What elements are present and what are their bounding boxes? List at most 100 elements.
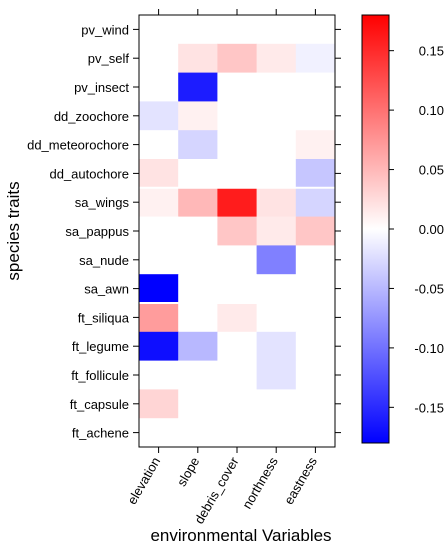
heatmap-cell-pv_self-elevation — [139, 43, 179, 74]
y-tick-label: pv_insect — [74, 80, 129, 95]
heatmap-cell-dd_autochore-debris_cover — [217, 159, 258, 189]
heatmap-cell-dd_zoochore-northness — [256, 101, 297, 131]
heatmap-cell-sa_wings-elevation — [139, 187, 179, 218]
heatmap-cell-pv_self-debris_cover — [217, 43, 258, 74]
heatmap-cell-sa_wings-slope — [178, 187, 218, 218]
y-axis-label: species traits — [4, 181, 23, 280]
heatmap-cell-ft_capsule-debris_cover — [217, 389, 258, 419]
heatmap-cell-ft_achene-debris_cover — [217, 418, 258, 448]
y-tick-label: ft_legume — [72, 339, 129, 354]
heatmap-cell-sa_wings-debris_cover — [217, 187, 258, 218]
y-tick-label: ft_achene — [72, 426, 129, 441]
y-tick-label: dd_autochore — [49, 166, 129, 181]
heatmap-cell-sa_nude-northness — [256, 245, 297, 275]
heatmap-cell-pv_self-slope — [178, 43, 218, 74]
heatmap-cell-dd_autochore-northness — [256, 159, 297, 189]
heatmap-cell-ft_capsule-slope — [178, 389, 218, 419]
heatmap-cell-pv_wind-elevation — [139, 15, 179, 45]
y-tick-label: ft_follicule — [71, 368, 129, 383]
y-tick-label: dd_zoochore — [54, 109, 129, 124]
heatmap-cell-dd_meteorochore-slope — [178, 130, 218, 160]
heatmap-cell-dd_meteorochore-debris_cover — [217, 130, 258, 160]
y-tick-label: ft_capsule — [70, 397, 129, 412]
heatmap-cell-pv_wind-slope — [178, 15, 218, 45]
heatmap-cell-sa_nude-elevation — [139, 245, 179, 275]
heatmap-cell-ft_follicule-slope — [178, 360, 218, 390]
heatmap-cell-ft_legume-slope — [178, 331, 218, 362]
heatmap-cell-ft_legume-northness — [256, 331, 297, 362]
heatmap-cell-sa_awn-northness — [256, 274, 297, 304]
heatmap-cell-dd_zoochore-elevation — [139, 101, 179, 131]
heatmap-cell-ft_siliqua-slope — [178, 303, 218, 333]
heatmap-cell-ft_achene-northness — [256, 418, 297, 448]
colorbar-tick-label: 0.00 — [419, 222, 444, 237]
heatmap-cell-ft_achene-eastness — [295, 418, 336, 448]
y-tick-label: sa_awn — [84, 282, 129, 297]
x-tick-label: eastness — [281, 454, 320, 507]
heatmap-cell-ft_siliqua-eastness — [295, 303, 336, 333]
heatmap-cell-pv_insect-debris_cover — [217, 72, 258, 102]
heatmap-cell-ft_legume-eastness — [295, 331, 336, 362]
heatmap-cell-ft_achene-slope — [178, 418, 218, 448]
heatmap-cell-ft_capsule-elevation — [139, 389, 179, 419]
heatmap-cell-dd_autochore-elevation — [139, 159, 179, 189]
heatmap-cell-sa_awn-eastness — [295, 274, 336, 304]
heatmap-cell-ft_siliqua-debris_cover — [217, 303, 258, 333]
colorbar-tick-label: 0.05 — [419, 163, 444, 178]
heatmap-cell-pv_self-northness — [256, 43, 297, 74]
heatmap-cell-ft_follicule-elevation — [139, 360, 179, 390]
heatmap-cell-pv_wind-eastness — [295, 15, 336, 45]
y-tick-label: sa_pappus — [65, 224, 129, 239]
colorbar-tick-label: -0.15 — [414, 400, 444, 415]
heatmap-cell-sa_awn-debris_cover — [217, 274, 258, 304]
heatmap-cells — [139, 15, 336, 448]
group-separators — [139, 186, 335, 304]
heatmap-cell-ft_legume-debris_cover — [217, 331, 258, 362]
heatmap-cell-sa_pappus-slope — [178, 216, 218, 246]
heatmap-cell-sa_pappus-northness — [256, 216, 297, 246]
x-tick-label: northness — [239, 454, 281, 511]
heatmap-cell-pv_wind-northness — [256, 15, 297, 45]
colorbar-tick-label: -0.05 — [414, 281, 444, 296]
y-tick-label: sa_wings — [75, 195, 130, 210]
heatmap-cell-sa_nude-slope — [178, 245, 218, 275]
x-axis-label: environmental Variables — [150, 526, 331, 545]
colorbar-ticks: 0.15 0.10 0.05 0.00 -0.05 -0.10 -0.15 — [389, 44, 444, 415]
heatmap-cell-sa_pappus-elevation — [139, 216, 179, 246]
heatmap-cell-pv_insect-eastness — [295, 72, 336, 102]
heatmap-cell-dd_zoochore-slope — [178, 101, 218, 131]
heatmap-cell-ft_capsule-northness — [256, 389, 297, 419]
y-tick-label: sa_nude — [79, 253, 129, 268]
y-tick-label: dd_meteorochore — [27, 138, 129, 153]
colorbar-tick-label: -0.10 — [414, 341, 444, 356]
colorbar-tick-label: 0.15 — [419, 44, 444, 59]
heatmap-cell-pv_insect-slope — [178, 72, 218, 102]
heatmap-cell-dd_meteorochore-eastness — [295, 130, 336, 160]
heatmap-cell-dd_meteorochore-elevation — [139, 130, 179, 160]
colorbar-tick-label: 0.10 — [419, 103, 444, 118]
heatmap-cell-sa_nude-debris_cover — [217, 245, 258, 275]
heatmap-cell-ft_follicule-northness — [256, 360, 297, 390]
y-tick-label: pv_wind — [81, 22, 129, 37]
heatmap-cell-dd_meteorochore-northness — [256, 130, 297, 160]
heatmap-cell-dd_zoochore-debris_cover — [217, 101, 258, 131]
x-tick-label: slope — [174, 454, 203, 488]
heatmap-cell-ft_follicule-debris_cover — [217, 360, 258, 390]
heatmap-cell-pv_insect-northness — [256, 72, 297, 102]
heatmap-cell-sa_awn-slope — [178, 274, 218, 304]
heatmap-cell-ft_follicule-eastness — [295, 360, 336, 390]
heatmap-cell-dd_zoochore-eastness — [295, 101, 336, 131]
y-tick-label: ft_siliqua — [78, 310, 130, 325]
heatmap-cell-ft_capsule-eastness — [295, 389, 336, 419]
heatmap-cell-sa_wings-northness — [256, 187, 297, 218]
heatmap-cell-pv_self-eastness — [295, 43, 336, 74]
heatmap-cell-dd_autochore-eastness — [295, 159, 336, 189]
heatmap-cell-pv_wind-debris_cover — [217, 15, 258, 45]
heatmap-cell-sa_nude-eastness — [295, 245, 336, 275]
heatmap-cell-ft_achene-elevation — [139, 418, 179, 448]
heatmap-cell-ft_siliqua-elevation — [139, 303, 179, 333]
heatmap-cell-pv_insect-elevation — [139, 72, 179, 102]
y-tick-label: pv_self — [88, 51, 130, 66]
heatmap-cell-sa_pappus-debris_cover — [217, 216, 258, 246]
